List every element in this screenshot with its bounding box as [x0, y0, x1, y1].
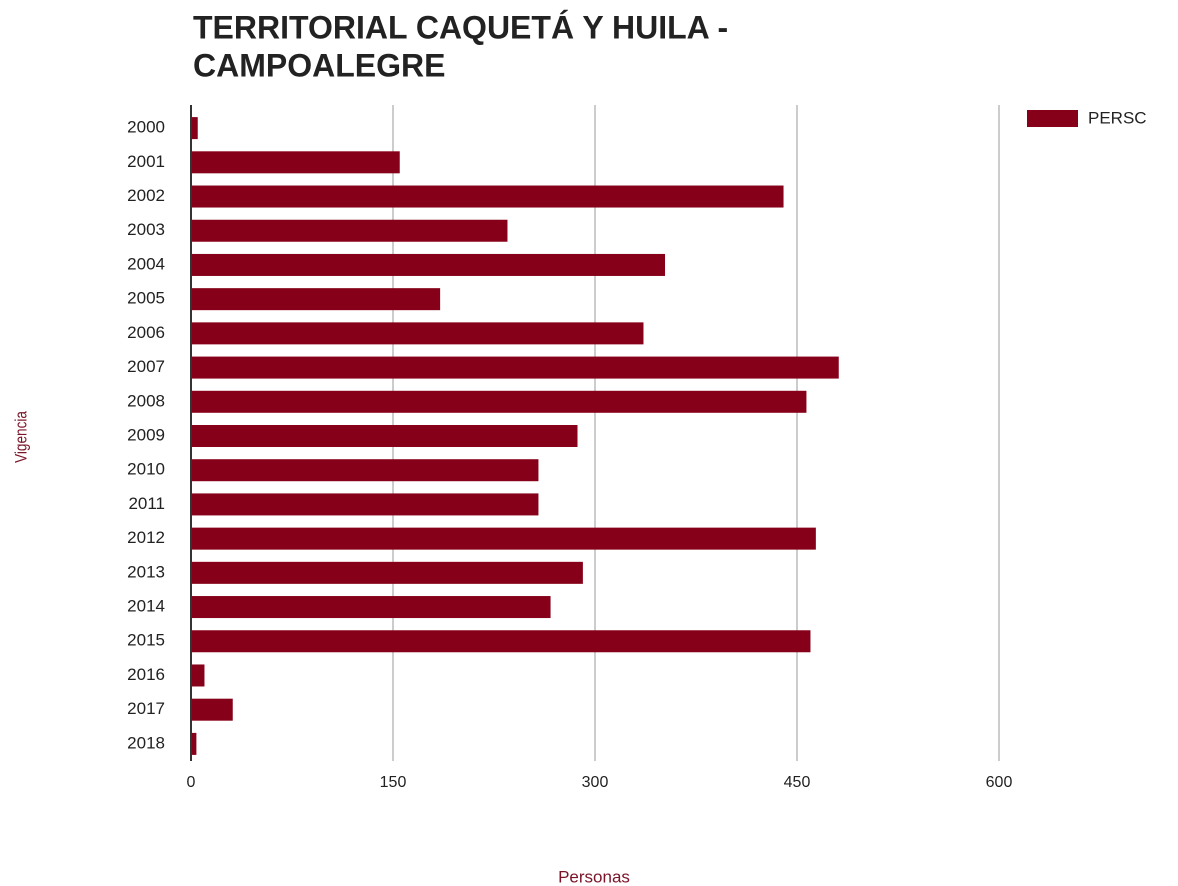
chart-title: TERRITORIAL CAQUETÁ Y HUILA - [193, 9, 728, 45]
x-tick-label: 300 [582, 774, 609, 791]
y-tick-label: 2010 [127, 460, 165, 479]
bar [191, 493, 539, 516]
bar [191, 253, 666, 276]
y-tick-label: 2003 [127, 220, 165, 239]
bar [191, 425, 578, 447]
x-tick-label: 150 [380, 774, 407, 791]
y-tick-label: 2018 [127, 733, 165, 752]
y-tick-label: 2001 [127, 152, 165, 171]
bar [191, 390, 807, 413]
bar [191, 151, 400, 174]
bar [191, 117, 198, 140]
bar [191, 596, 551, 619]
y-tick-label: 2005 [127, 289, 165, 308]
x-tick-label: 0 [187, 774, 196, 791]
bar [191, 356, 839, 379]
bar [191, 185, 784, 208]
y-tick-label: 2009 [127, 425, 165, 444]
legend-swatch [1027, 110, 1078, 127]
y-tick-label: 2006 [127, 323, 165, 342]
bar [191, 288, 441, 311]
y-tick-label: 2011 [128, 494, 165, 513]
y-tick-label: 2007 [127, 357, 165, 376]
chart-title: CAMPOALEGRE [193, 47, 445, 83]
y-tick-label: 2013 [127, 562, 165, 581]
y-tick-label: 2015 [127, 631, 165, 650]
y-tick-label: 2008 [127, 391, 165, 410]
x-axis-title: Personas [558, 867, 630, 886]
bar [191, 219, 508, 242]
y-tick-label: 2012 [127, 528, 165, 547]
bar [191, 322, 644, 345]
legend-label: PERSC [1088, 108, 1147, 127]
y-tick-label: 2014 [127, 597, 165, 616]
y-tick-label: 2000 [127, 118, 165, 137]
bar [191, 527, 816, 550]
bar [191, 630, 811, 653]
bar [191, 698, 233, 721]
bar [191, 459, 539, 482]
bar [191, 664, 205, 687]
y-tick-label: 2004 [127, 254, 165, 273]
x-tick-label: 600 [986, 774, 1013, 791]
x-tick-label: 450 [784, 774, 811, 791]
y-axis-title: Vigencia [12, 411, 31, 463]
y-tick-label: 2002 [127, 186, 165, 205]
bar [191, 732, 197, 755]
bar [191, 561, 583, 584]
y-tick-label: 2016 [127, 665, 165, 684]
y-tick-label: 2017 [127, 699, 165, 718]
